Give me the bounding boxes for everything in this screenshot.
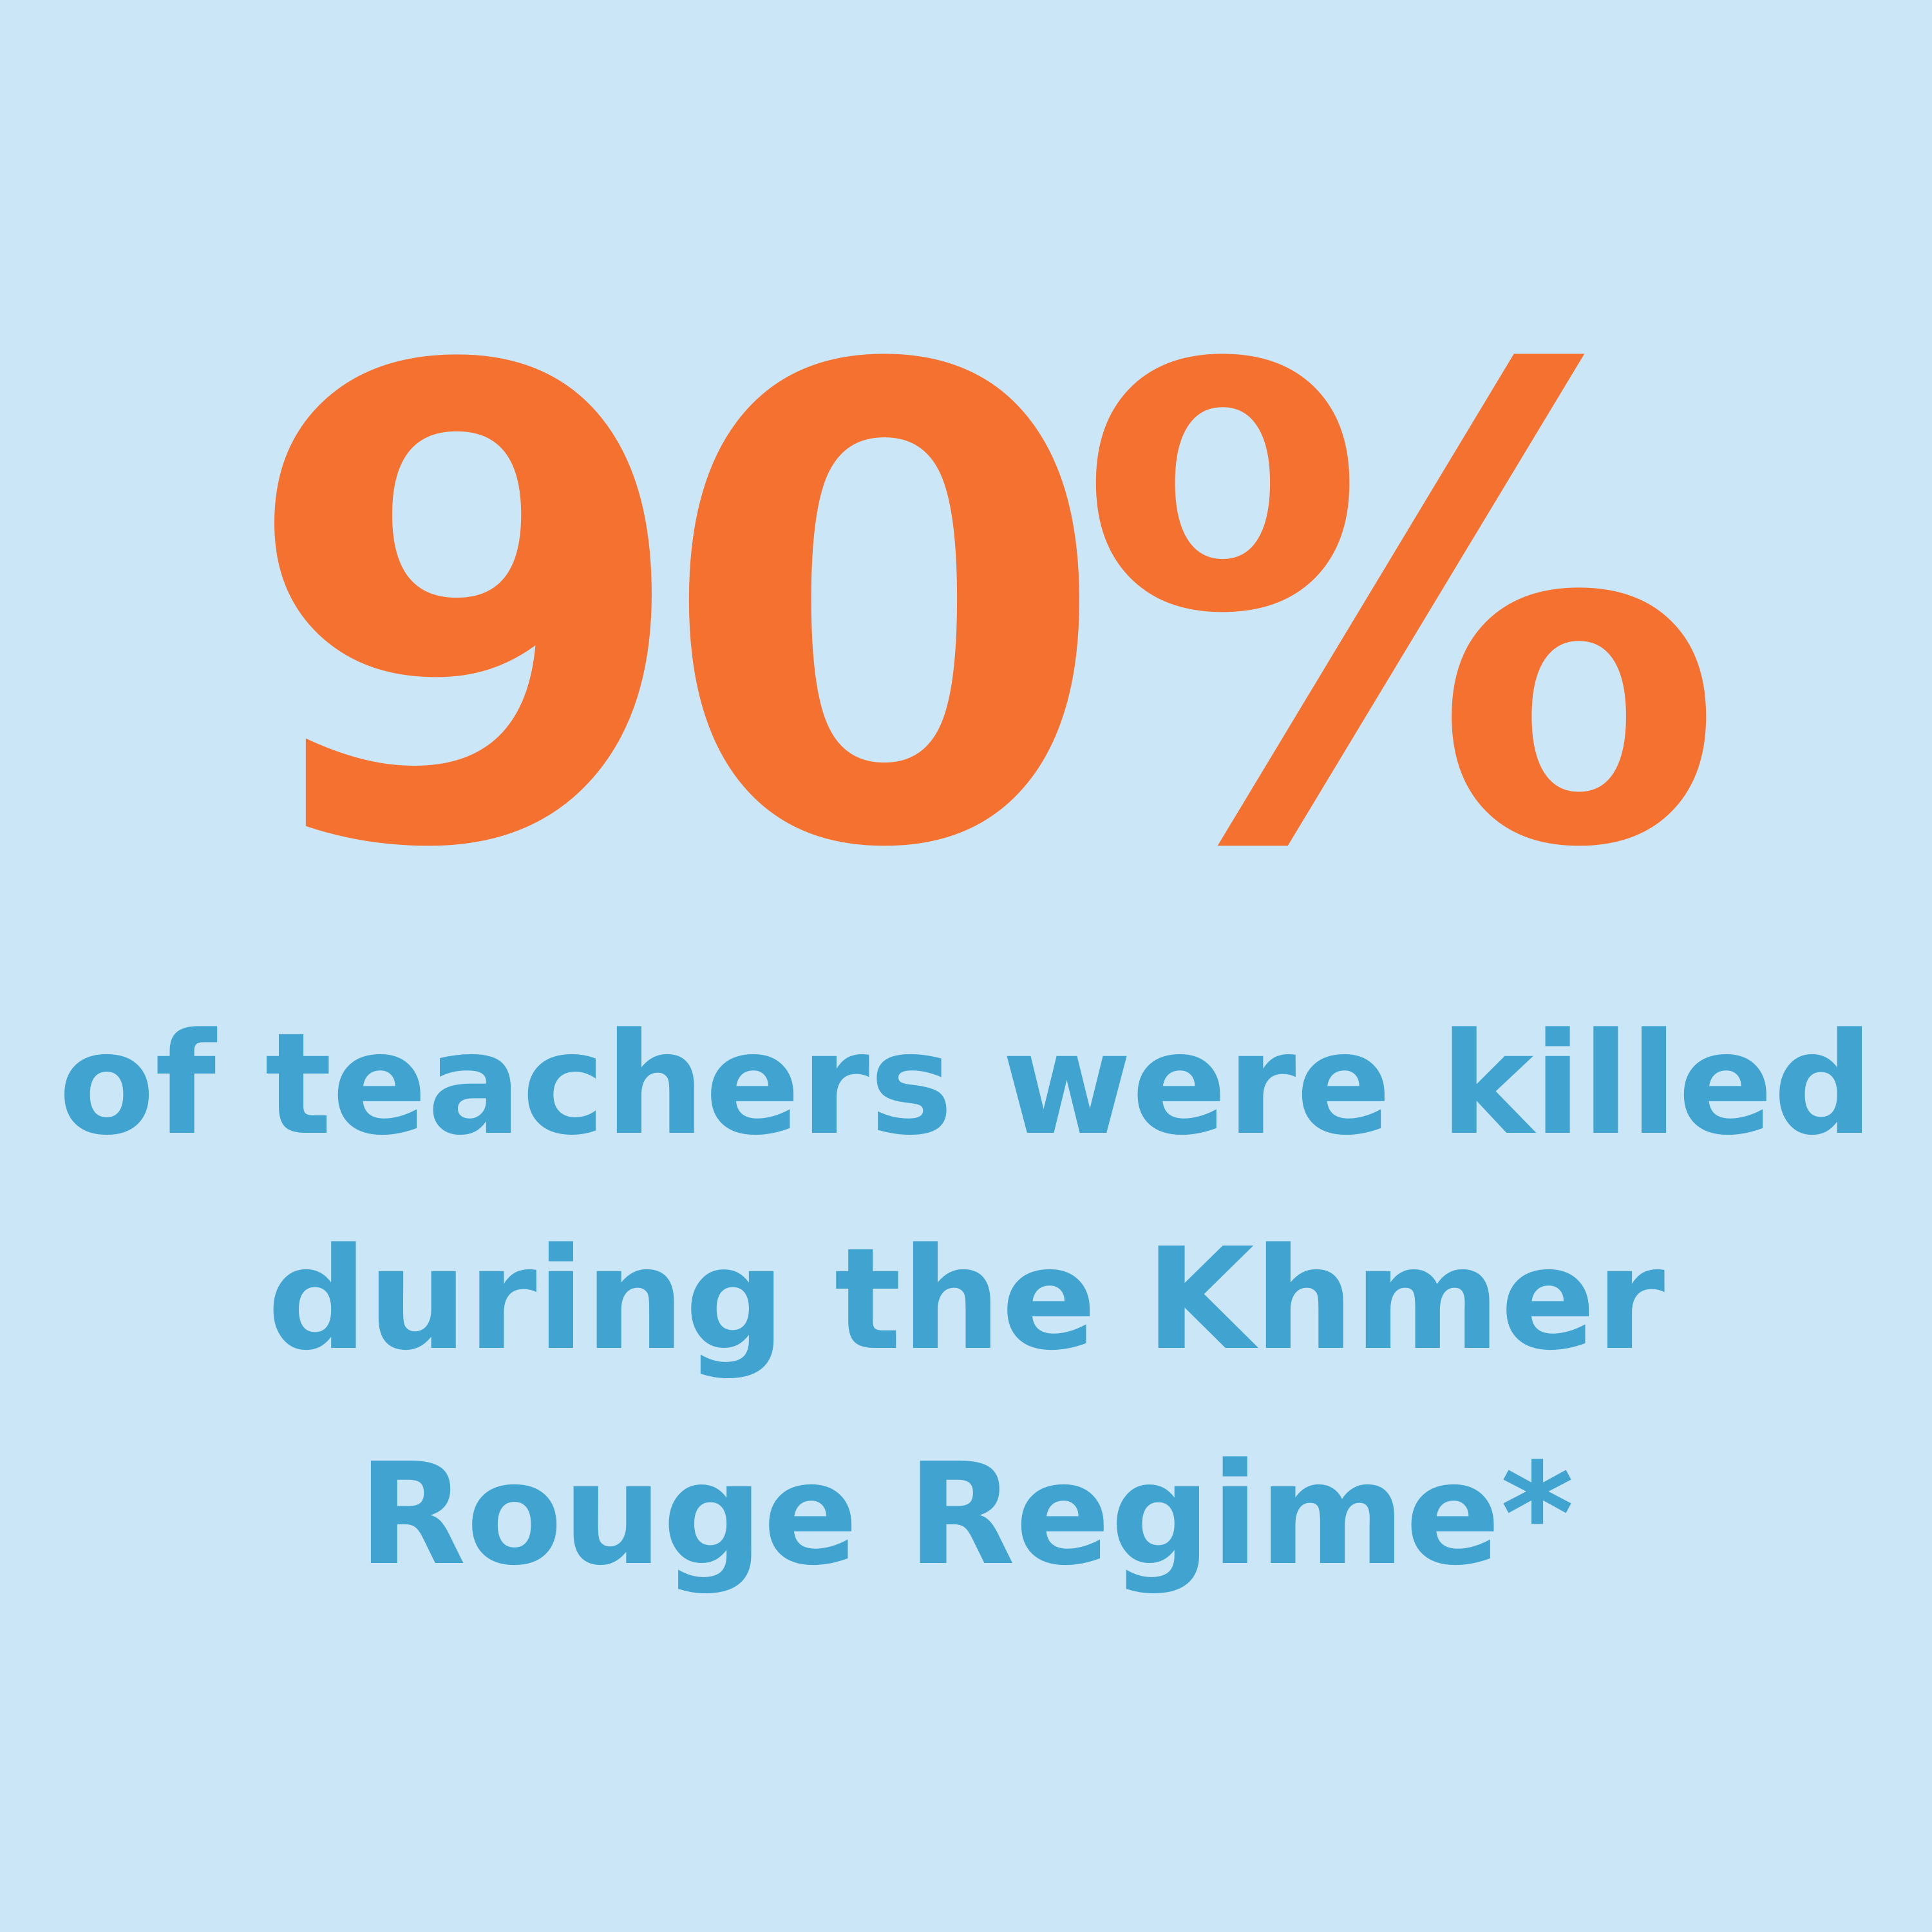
caption-line-2: during the Khmer — [267, 1218, 1665, 1381]
headline-statistic: 90% — [240, 233, 1727, 990]
statistic-caption: of teachers were killed during the Khmer… — [0, 978, 1932, 1623]
caption-line-3: Rouge Regime* — [357, 1434, 1575, 1596]
caption-line-1: of teachers were killed — [58, 1003, 1874, 1166]
